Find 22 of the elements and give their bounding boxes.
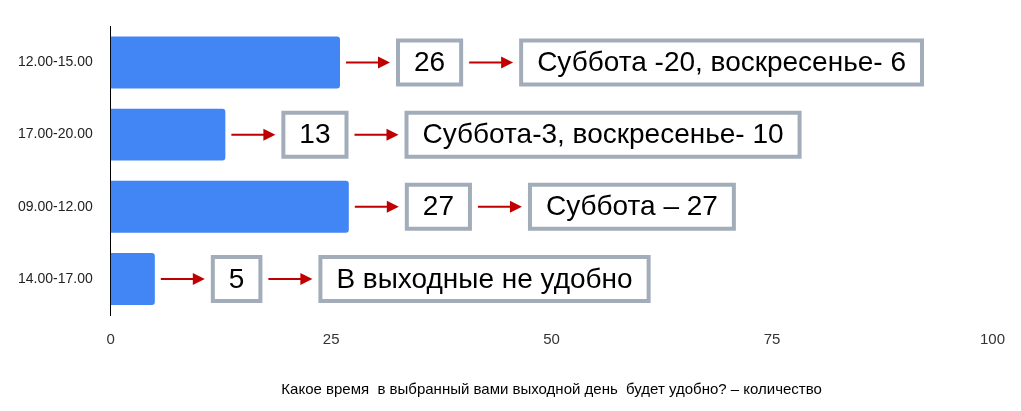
- y-tick-label: 12.00-15.00: [18, 53, 93, 70]
- y-tick-label: 09.00-12.00: [18, 197, 93, 214]
- x-tick-label: 75: [763, 330, 781, 348]
- bar: [110, 36, 340, 89]
- y-tick-label: 14.00-17.00: [18, 269, 93, 286]
- y-tick-label: 17.00-20.00: [18, 125, 93, 142]
- data-label: 26: [413, 46, 446, 78]
- x-axis-title: Какое время в выбранный вами выходной день будет удобно? – количество: [281, 380, 822, 398]
- x-tick-label: 25: [322, 330, 340, 348]
- x-tick-label: 100: [979, 330, 1005, 348]
- bar: [110, 180, 349, 233]
- x-tick-label: 0: [106, 330, 115, 348]
- bar: [110, 108, 226, 161]
- data-label: 27: [422, 190, 454, 222]
- annotation: Суббота-3, воскресенье- 10: [422, 118, 784, 150]
- annotation: Суббота – 27: [545, 190, 718, 222]
- annotation: Суббота -20, воскресенье- 6: [537, 46, 906, 78]
- annotation: В выходные не удобно: [336, 262, 633, 294]
- bar: [110, 252, 155, 305]
- data-label: 13: [299, 118, 331, 150]
- data-label: 5: [228, 262, 245, 294]
- x-tick-label: 50: [543, 330, 560, 348]
